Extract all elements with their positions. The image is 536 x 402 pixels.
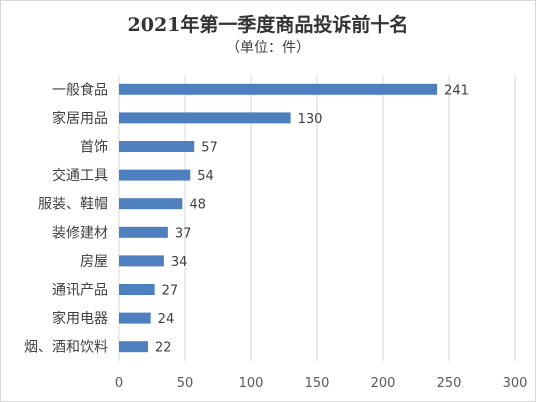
data-label: 24 bbox=[158, 312, 175, 327]
bar bbox=[119, 198, 183, 210]
category-label: 房屋 bbox=[80, 254, 108, 270]
bar bbox=[119, 284, 155, 295]
data-label: 130 bbox=[298, 112, 323, 127]
data-label: 241 bbox=[444, 83, 469, 98]
data-label: 27 bbox=[162, 284, 179, 299]
data-label: 22 bbox=[155, 341, 172, 356]
x-tick-label: 100 bbox=[239, 376, 264, 391]
category-label: 首饰 bbox=[80, 140, 108, 156]
category-label: 一般食品 bbox=[52, 81, 108, 98]
data-label: 37 bbox=[175, 226, 192, 241]
chart-title: 2021年第一季度商品投诉前十名 bbox=[127, 14, 409, 36]
x-tick-label: 250 bbox=[437, 376, 462, 391]
x-tick-label: 50 bbox=[177, 376, 194, 391]
category-label: 通讯产品 bbox=[52, 283, 108, 299]
chart-subtitle: （单位：件） bbox=[226, 40, 310, 56]
category-label: 家用电器 bbox=[52, 310, 108, 327]
data-label: 34 bbox=[171, 255, 188, 270]
bar bbox=[119, 169, 191, 181]
category-label: 交通工具 bbox=[52, 167, 108, 184]
data-label: 48 bbox=[189, 198, 206, 213]
data-label: 54 bbox=[197, 169, 214, 184]
bar bbox=[119, 255, 164, 267]
x-tick-label: 200 bbox=[371, 376, 396, 391]
data-label: 57 bbox=[201, 141, 218, 156]
bar bbox=[119, 312, 151, 324]
x-tick-label: 0 bbox=[115, 376, 123, 391]
category-label: 装修建材 bbox=[52, 225, 108, 241]
x-tick-label: 150 bbox=[305, 376, 330, 391]
bar bbox=[119, 83, 438, 95]
category-label: 家居用品 bbox=[52, 110, 108, 127]
bar bbox=[119, 112, 291, 124]
bar bbox=[119, 341, 149, 353]
x-tick-label: 300 bbox=[503, 376, 528, 391]
bar bbox=[119, 141, 195, 152]
bar bbox=[119, 226, 168, 238]
category-label: 服装、鞋帽 bbox=[38, 197, 108, 213]
category-label: 烟、酒和饮料 bbox=[24, 340, 108, 356]
